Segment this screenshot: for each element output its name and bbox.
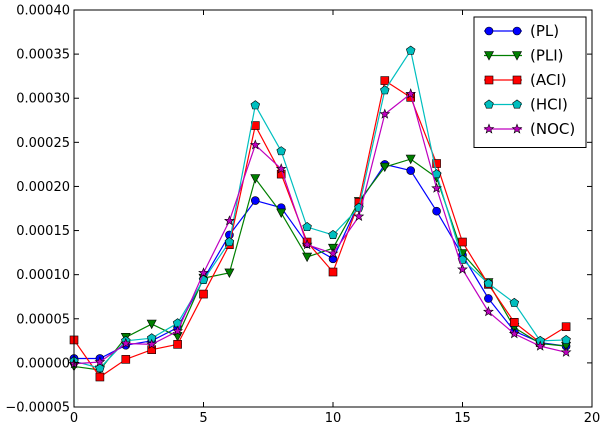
data-point xyxy=(224,237,235,247)
data-point xyxy=(353,210,365,222)
data-point xyxy=(199,289,208,299)
x-tick-label: 20 xyxy=(584,411,600,424)
legend-marker xyxy=(483,123,495,134)
data-point xyxy=(457,263,468,274)
legend-marker xyxy=(484,51,494,61)
data-point xyxy=(250,174,261,184)
y-tick-label: 0.00005 xyxy=(16,312,70,327)
data-point xyxy=(380,85,390,95)
y-tick-label: 0.00020 xyxy=(16,180,70,195)
x-tick-label: 5 xyxy=(199,411,207,424)
data-point xyxy=(251,196,260,205)
series-line xyxy=(73,92,567,365)
data-point xyxy=(276,208,287,219)
x-tick-label: 10 xyxy=(325,411,342,424)
y-tick-label: 0.00040 xyxy=(16,4,70,19)
legend-item: (ACI) xyxy=(484,71,567,89)
data-point xyxy=(198,267,209,278)
legend-marker xyxy=(484,26,494,36)
data-point xyxy=(249,139,261,150)
data-point xyxy=(484,294,493,303)
y-tick-label: 0.00035 xyxy=(16,48,70,63)
legend-marker xyxy=(512,51,522,61)
data-point xyxy=(224,268,235,279)
legend-item: (PL) xyxy=(484,22,559,40)
series-line xyxy=(74,163,567,360)
data-point xyxy=(172,325,183,336)
legend-label: (PLI) xyxy=(530,47,564,65)
series-line xyxy=(73,49,567,369)
legend-marker xyxy=(484,99,494,109)
data-point xyxy=(508,328,520,339)
data-point xyxy=(173,340,182,349)
data-point xyxy=(431,169,442,179)
data-point xyxy=(509,297,520,307)
legend-marker xyxy=(511,123,523,134)
legend-label: (ACI) xyxy=(530,71,567,89)
y-tick-label: 0.00010 xyxy=(16,268,70,283)
data-point xyxy=(432,206,441,216)
axis-layer: 0 5 10 15 20 −0.00005 0.00000 0.00005 0.00010 0.0… xyxy=(5,4,600,424)
y-tick-label: 0.00000 xyxy=(16,356,70,371)
legend-item: (PLI) xyxy=(484,47,564,65)
legend-marker xyxy=(484,75,494,85)
y-tick-label: 0.00025 xyxy=(16,136,70,151)
data-point xyxy=(483,306,494,317)
series-5 xyxy=(68,88,572,369)
data-point xyxy=(95,372,105,382)
data-point xyxy=(121,355,131,364)
series-layer xyxy=(68,45,572,382)
data-point xyxy=(405,45,416,55)
data-point xyxy=(302,222,312,232)
data-point xyxy=(120,337,132,349)
plot-frame xyxy=(73,9,593,408)
data-point xyxy=(380,76,390,85)
legend: (PL) (PLI) (ACI) (HCI) (NOC) xyxy=(473,16,587,148)
y-tick-label: 0.00015 xyxy=(16,224,70,239)
data-point xyxy=(379,162,390,173)
y-tick-label: −0.00005 xyxy=(5,401,70,416)
data-point xyxy=(458,237,467,247)
legend-label: (PL) xyxy=(530,22,559,40)
data-point xyxy=(432,159,441,168)
data-point xyxy=(250,100,261,110)
data-point xyxy=(275,163,287,174)
legend-marker xyxy=(512,75,522,85)
data-point xyxy=(406,166,416,175)
legend-label: (HCI) xyxy=(530,96,568,114)
data-point xyxy=(379,108,391,119)
legend-marker xyxy=(512,99,522,109)
x-tick-label: 0 xyxy=(70,411,78,424)
data-point xyxy=(561,322,571,332)
data-point xyxy=(327,247,339,259)
data-point xyxy=(561,334,571,344)
data-point xyxy=(483,278,494,288)
data-point xyxy=(405,154,416,165)
data-point xyxy=(560,346,572,357)
data-point xyxy=(224,215,235,226)
data-point xyxy=(431,182,442,193)
data-point xyxy=(328,267,338,277)
data-point xyxy=(147,345,156,354)
data-point xyxy=(94,356,106,367)
legend-item: (NOC) xyxy=(483,120,575,138)
data-point xyxy=(534,340,546,351)
data-point xyxy=(328,229,338,239)
data-point xyxy=(302,252,313,263)
series-line xyxy=(73,79,567,378)
legend-item: (HCI) xyxy=(484,96,568,114)
legend-label: (NOC) xyxy=(530,120,575,138)
data-point xyxy=(405,88,417,99)
data-point xyxy=(146,319,157,330)
x-tick-label: 15 xyxy=(454,411,471,424)
data-point xyxy=(301,239,313,250)
data-point xyxy=(276,146,286,156)
data-point xyxy=(328,254,338,264)
data-point xyxy=(146,338,158,349)
data-point xyxy=(509,318,519,327)
legend-marker xyxy=(512,26,522,36)
y-tick-label: 0.00030 xyxy=(16,92,70,107)
